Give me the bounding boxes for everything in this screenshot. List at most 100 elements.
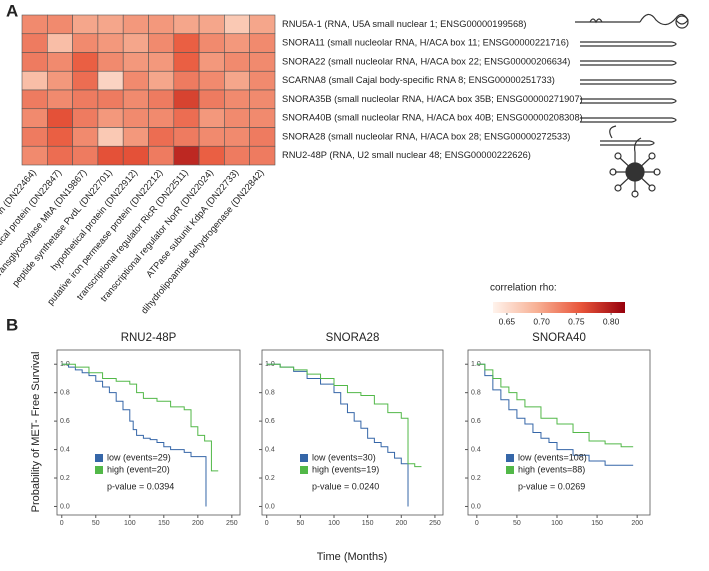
x-tick-label: 200 xyxy=(395,520,407,527)
row-label: SNORA40B (small nucleolar RNA, H/ACA box… xyxy=(282,113,583,123)
panel-label: A xyxy=(6,1,18,20)
row-label: SNORA22 (small nucleolar RNA, H/ACA box … xyxy=(282,56,570,66)
heatmap-cell xyxy=(173,52,200,72)
heatmap-cell xyxy=(21,70,48,91)
y-tick-label: 0.2 xyxy=(60,475,70,482)
survival-curve xyxy=(476,363,634,448)
legend-swatch xyxy=(300,454,308,462)
colorbar-title: correlation rho: xyxy=(490,283,557,294)
row-label: SNORA28 (small nucleolar RNA, H/ACA box … xyxy=(282,131,570,141)
y-tick-label: 0.4 xyxy=(60,446,70,453)
heatmap-cell xyxy=(249,14,276,35)
legend-label: low (events=29) xyxy=(107,452,171,462)
x-tick-label: 50 xyxy=(513,520,521,527)
x-tick-label: 150 xyxy=(158,520,170,527)
heatmap-cell xyxy=(198,70,225,91)
heatmap-cell xyxy=(72,127,99,147)
heatmap-cell xyxy=(21,145,48,166)
plot-frame xyxy=(56,349,241,516)
legend-swatch xyxy=(300,466,308,474)
y-tick-label: 0.6 xyxy=(471,418,481,425)
heatmap-cell xyxy=(122,52,149,72)
x-tick-label: 100 xyxy=(551,520,563,527)
y-tick-label: 1.0 xyxy=(471,361,481,368)
heatmap-cell xyxy=(224,108,250,128)
heatmap-cell xyxy=(46,108,73,128)
heatmap-cell xyxy=(122,33,149,53)
p-value: p-value = 0.0269 xyxy=(518,481,585,491)
p-value: p-value = 0.0394 xyxy=(107,481,174,491)
plot-frame xyxy=(261,349,444,516)
x-tick-label: 150 xyxy=(362,520,374,527)
legend-label: high (events=88) xyxy=(518,464,585,474)
y-tick-label: 0.0 xyxy=(471,503,481,510)
heatmap-cell xyxy=(224,33,250,53)
x-tick-label: 250 xyxy=(226,520,238,527)
heatmap-cell xyxy=(173,70,200,91)
heatmap-cell xyxy=(21,52,48,72)
heatmap-cell xyxy=(148,127,175,147)
legend-label: low (events=108) xyxy=(518,452,587,462)
heatmap-cell xyxy=(122,89,149,110)
heatmap-cell xyxy=(72,33,99,53)
heatmap-cell xyxy=(198,14,225,35)
heatmap-cell xyxy=(224,14,250,35)
heatmap-cell xyxy=(97,33,124,53)
y-tick-label: 0.6 xyxy=(60,418,70,425)
survival-curve xyxy=(476,363,634,466)
heatmap-cell xyxy=(173,108,200,128)
heatmap-cell xyxy=(46,70,73,91)
legend-label: low (events=30) xyxy=(312,452,376,462)
heatmap-cell xyxy=(97,127,124,147)
heatmap-cell xyxy=(173,14,200,35)
heatmap-cell xyxy=(46,52,73,72)
heatmap-cell xyxy=(72,52,99,72)
heatmap-cell xyxy=(97,52,124,72)
heatmap-cell xyxy=(249,127,276,147)
heatmap-cell xyxy=(46,14,73,35)
heatmap-cell xyxy=(97,89,124,110)
heatmap-cell xyxy=(198,108,225,128)
heatmap-cell xyxy=(148,89,175,110)
p-value: p-value = 0.0240 xyxy=(312,481,379,491)
heatmap-cell xyxy=(21,89,48,110)
row-label: RNU2-48P (RNA, U2 small nuclear 48; ENSG… xyxy=(282,150,531,160)
row-label: RNU5A-1 (RNA, U5A small nuclear 1; ENSG0… xyxy=(282,19,526,29)
heatmap-cell xyxy=(224,145,250,166)
y-tick-label: 0.4 xyxy=(265,446,275,453)
y-tick-label: 0.8 xyxy=(60,390,70,397)
heatmap-cell xyxy=(72,145,99,166)
heatmap-cell xyxy=(198,33,225,53)
heatmap-cell xyxy=(97,108,124,128)
plot-frame xyxy=(467,349,651,516)
heatmap-cell xyxy=(21,14,48,35)
x-axis-label: Time (Months) xyxy=(317,551,388,563)
heatmap-cell xyxy=(148,145,175,166)
heatmap-cell xyxy=(198,89,225,110)
x-tick-label: 100 xyxy=(124,520,136,527)
legend-label: high (events=19) xyxy=(312,464,379,474)
heatmap-cell xyxy=(249,145,276,166)
heatmap-cell xyxy=(173,33,200,53)
heatmap-cell xyxy=(173,127,200,147)
x-tick-label: 0 xyxy=(265,520,269,527)
y-tick-label: 0.4 xyxy=(471,446,481,453)
heatmap-cell xyxy=(21,127,48,147)
x-tick-label: 0 xyxy=(475,520,479,527)
heatmap-cell xyxy=(224,70,250,91)
heatmap-cell xyxy=(72,14,99,35)
plot-title: RNU2-48P xyxy=(121,332,177,344)
heatmap-cell xyxy=(148,108,175,128)
heatmap-cell xyxy=(173,145,200,166)
x-tick-label: 200 xyxy=(631,520,643,527)
y-axis-label: Probability of MET- Free Survival xyxy=(30,352,42,513)
x-tick-label: 150 xyxy=(591,520,603,527)
heatmap-cell xyxy=(249,33,276,53)
heatmap-cell xyxy=(21,33,48,53)
heatmap-cell xyxy=(122,145,149,166)
y-tick-label: 0.2 xyxy=(265,475,275,482)
heatmap-cell xyxy=(148,70,175,91)
legend-swatch xyxy=(95,466,103,474)
y-tick-label: 0.2 xyxy=(471,475,481,482)
